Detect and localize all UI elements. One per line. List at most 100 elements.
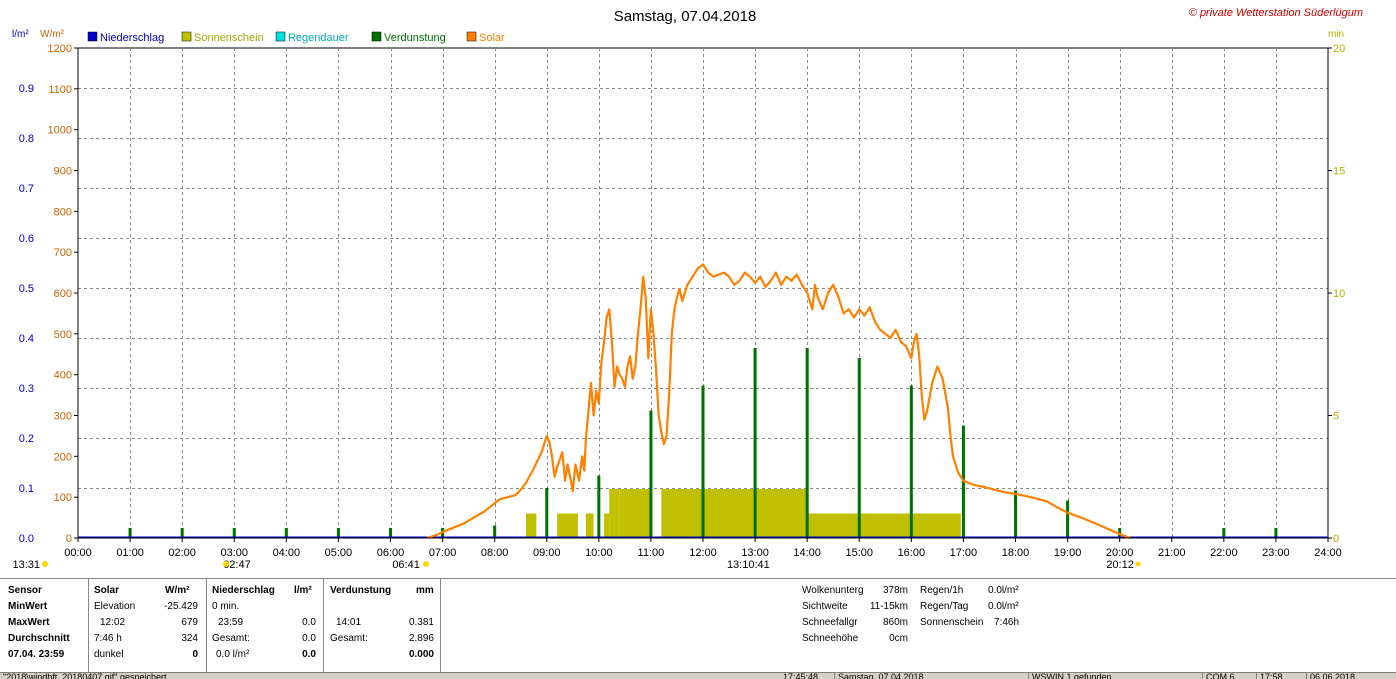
sonnenschein-bar xyxy=(557,513,578,538)
evap-header: Verdunstung xyxy=(330,585,392,596)
min-tick-label: 15 xyxy=(1333,166,1345,178)
precip-header: Niederschlag xyxy=(212,585,275,596)
x-tick-label: 03:00 xyxy=(220,547,248,559)
precip-current-label: 0.0 l/m² xyxy=(216,649,250,660)
precip-tick-label: 0.1 xyxy=(19,483,34,495)
verdunstung-bar xyxy=(545,488,549,538)
status-date: Samstag, 07.04.2018 xyxy=(834,673,1028,679)
visibility-value: 11-15km xyxy=(869,601,908,612)
precip-tick-label: 0.5 xyxy=(19,283,34,295)
verdunstung-bar xyxy=(649,410,653,538)
status-time: 17:45:48 xyxy=(783,673,819,679)
divider xyxy=(88,579,89,673)
precip-tick-label: 0.7 xyxy=(19,183,34,195)
cloudbase-label: Wolkenunterg xyxy=(802,585,864,596)
maxwert-label: MaxWert xyxy=(8,617,50,628)
precip-tick-label: 0.0 xyxy=(19,533,34,545)
solar-avg-label: 7:46 h xyxy=(94,633,122,644)
legend-label: Regendauer xyxy=(288,32,349,44)
evap-total-value: 2.896 xyxy=(408,633,434,644)
precip-tick-label: 0.8 xyxy=(19,133,34,145)
legend-label: Sonnenschein xyxy=(194,32,264,44)
sonnenschein-bar xyxy=(661,489,703,538)
moon-icon xyxy=(222,561,229,567)
sunshine-value: 7:46h xyxy=(994,617,1020,628)
x-tick-label: 06:00 xyxy=(377,547,405,559)
divider xyxy=(206,579,207,673)
legend-swatch xyxy=(371,31,382,42)
rain-day-value: 0.0l/m² xyxy=(988,601,1019,612)
sunset-label: 20:12 xyxy=(1106,559,1134,571)
sonnenschein-bar xyxy=(755,489,808,538)
x-tick-label: 13:00 xyxy=(741,547,769,559)
verdunstung-bar xyxy=(1222,528,1226,538)
stats-panel: Sensor MinWert MaxWert Durchschnitt 07.0… xyxy=(0,578,1396,673)
solar-line xyxy=(426,263,1131,540)
legend-label: Niederschlag xyxy=(100,32,164,44)
solar-tick-label: 1000 xyxy=(48,125,72,137)
sun-icon xyxy=(1135,561,1141,567)
legend-swatch xyxy=(275,31,286,42)
status-today: 06.06.2018 xyxy=(1306,673,1396,679)
moonset-label: 13:31 xyxy=(12,559,40,571)
verdunstung-bar xyxy=(284,528,288,538)
verdunstung-bar xyxy=(128,528,132,538)
verdunstung-bar xyxy=(1066,500,1070,538)
verdunstung-bar xyxy=(389,528,392,538)
sonnenschein-bar xyxy=(703,489,756,538)
solar-min-label: Elevation xyxy=(94,601,136,612)
solar-max-time: 12:02 xyxy=(100,617,126,628)
x-tick-label: 19:00 xyxy=(1054,547,1082,559)
solar-tick-label: 0 xyxy=(66,533,72,545)
solar-header: Solar xyxy=(94,585,120,596)
min-tick-label: 0 xyxy=(1333,533,1339,545)
evap-unit: mm xyxy=(416,585,434,596)
verdunstung-bar xyxy=(1014,490,1017,538)
precip-unit: l/m² xyxy=(294,585,312,596)
sonnenschein-bar xyxy=(609,489,620,538)
precip-max-time: 23:59 xyxy=(218,617,244,628)
solar-tick-label: 400 xyxy=(54,370,72,382)
rain-day-label: Regen/Tag xyxy=(920,601,969,612)
min-tick-label: 20 xyxy=(1333,43,1345,55)
precip-total-value: 0.0 xyxy=(302,633,316,644)
solar-avg-value: 324 xyxy=(181,633,198,644)
solar-tick-label: 500 xyxy=(54,329,72,341)
status-message: "2018\windbft_20180407.gif" gespeichert xyxy=(3,673,167,679)
durchschnitt-label: Durchschnitt xyxy=(8,633,70,644)
x-tick-label: 04:00 xyxy=(273,547,301,559)
x-tick-label: 12:00 xyxy=(689,547,717,559)
verdunstung-bar xyxy=(1274,528,1278,538)
solar-tick-label: 900 xyxy=(54,166,72,178)
solar-tick-label: 100 xyxy=(54,492,72,504)
copyright-label: © private Wetterstation Süderlügum xyxy=(1189,7,1363,19)
sonnenschein-bar xyxy=(911,513,961,538)
precip-tick-label: 0.6 xyxy=(19,233,34,245)
solar-unit: W/m² xyxy=(165,585,190,596)
precip-tick-label: 0.2 xyxy=(19,433,34,445)
x-tick-label: 24:00 xyxy=(1314,547,1342,559)
x-tick-label: 05:00 xyxy=(325,547,353,559)
precip-tick-label: 0.4 xyxy=(19,333,34,345)
x-tick-label: 20:00 xyxy=(1106,547,1134,559)
legend-swatch xyxy=(181,31,192,42)
precip-current-value: 0.0 xyxy=(302,649,316,660)
solar-tick-label: 200 xyxy=(54,451,72,463)
precip-max-value: 0.0 xyxy=(302,617,316,628)
solar-tick-label: 1200 xyxy=(48,43,72,55)
min-tick-label: 10 xyxy=(1333,288,1345,300)
x-tick-label: 21:00 xyxy=(1158,547,1186,559)
evap-current-value: 0.000 xyxy=(408,649,434,660)
solar-unit-label: W/m² xyxy=(40,29,65,40)
legend-label: Verdunstung xyxy=(384,32,446,44)
x-tick-label: 15:00 xyxy=(845,547,873,559)
x-tick-label: 14:00 xyxy=(793,547,821,559)
min-tick-label: 5 xyxy=(1333,411,1339,423)
sonnenschein-bar xyxy=(859,513,912,538)
verdunstung-bar xyxy=(336,528,340,538)
legend-label: Solar xyxy=(479,32,505,44)
evap-total-label: Gesamt: xyxy=(330,633,368,644)
legend-swatch xyxy=(466,31,477,42)
x-tick-label: 10:00 xyxy=(585,547,613,559)
x-tick-label: 11:00 xyxy=(638,547,665,559)
